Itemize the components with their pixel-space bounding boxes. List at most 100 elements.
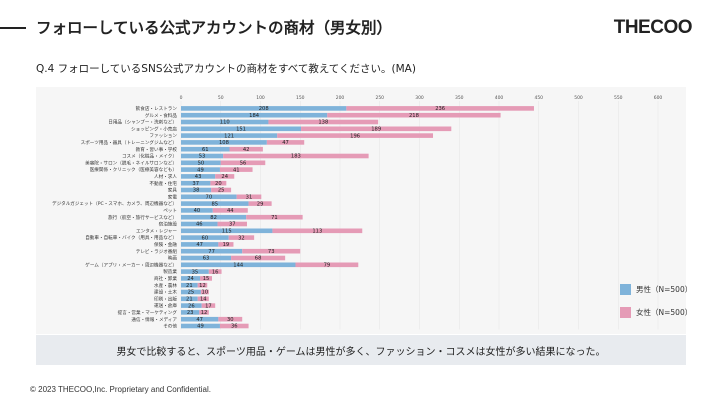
category-label: 美容院・サロン（脱毛・ネイルサロンなど） <box>85 159 177 166</box>
bar-female <box>199 310 209 315</box>
x-tick-label: 0 <box>180 95 183 101</box>
bar-female <box>266 140 305 145</box>
data-label-female: 31 <box>246 195 253 201</box>
data-label-male: 47 <box>196 242 203 248</box>
x-tick-label: 600 <box>654 95 663 101</box>
bar-male <box>181 174 216 179</box>
category-label: 印刷・出版 <box>154 295 177 302</box>
bar-female <box>268 119 379 125</box>
data-label-female: 44 <box>227 208 234 214</box>
bar-female <box>236 194 262 200</box>
title-rule <box>0 27 26 29</box>
bar-female <box>242 248 301 254</box>
data-label-female: 29 <box>257 201 264 207</box>
x-tick-label: 200 <box>336 95 345 101</box>
bar-female <box>197 282 208 288</box>
bar-female <box>218 316 243 322</box>
bar-male <box>181 140 267 145</box>
data-label-female: 183 <box>291 154 301 160</box>
bar-female <box>200 289 209 295</box>
data-label-female: 196 <box>350 133 360 139</box>
category-label: テレビ・ラジオ番組 <box>136 248 178 255</box>
x-tick-label: 100 <box>256 95 265 101</box>
data-label-female: 16 <box>212 269 219 275</box>
data-label-male: 53 <box>199 154 206 160</box>
data-label-female: 12 <box>201 310 208 316</box>
category-label: エンタメ・レジャー <box>136 227 177 234</box>
data-label-female: 56 <box>240 161 247 167</box>
bar-male <box>181 106 347 111</box>
data-label-male: 25 <box>188 290 195 296</box>
data-label-male: 21 <box>186 283 193 289</box>
bar-male <box>181 323 220 329</box>
data-label-female: 218 <box>409 113 419 119</box>
category-label: ファッション <box>149 133 177 139</box>
bar-female <box>220 160 266 166</box>
bar-male <box>181 289 201 295</box>
data-label-female: 189 <box>371 127 381 133</box>
data-label-female: 236 <box>435 106 445 112</box>
category-label: 人材・求人 <box>154 173 177 180</box>
data-label-male: 49 <box>197 324 204 330</box>
data-label-male: 63 <box>203 256 210 262</box>
data-label-male: 60 <box>202 235 209 241</box>
summary-text: 男女で比較すると、スポーツ用品・ゲームは男性が多く、ファッション・コスメは女性が… <box>116 346 606 358</box>
bar-female <box>346 106 534 111</box>
data-label-female: 24 <box>221 174 228 180</box>
bar-female <box>201 303 216 308</box>
data-label-male: 43 <box>195 174 202 180</box>
bar-male <box>181 316 219 322</box>
bar-female <box>208 269 222 274</box>
data-label-male: 70 <box>206 195 213 201</box>
bar-male <box>181 276 201 281</box>
x-tick-label: 300 <box>415 95 424 101</box>
data-label-female: 30 <box>227 317 234 323</box>
x-tick-label: 400 <box>495 95 504 101</box>
bar-male <box>181 221 218 227</box>
bar-female <box>200 276 213 281</box>
data-label-female: 20 <box>215 181 222 187</box>
category-label: ショッピング・小売店 <box>131 125 177 132</box>
x-tick-label: 550 <box>614 95 623 101</box>
bar-female <box>218 242 234 247</box>
data-label-female: 73 <box>268 249 275 255</box>
data-label-male: 40 <box>194 208 201 214</box>
category-label: 運送・倉庫 <box>154 302 177 309</box>
bar-female <box>219 323 249 329</box>
bar-male <box>181 133 278 138</box>
category-label: 不動産・住宅 <box>149 180 177 187</box>
bar-female <box>248 201 272 206</box>
bar-male <box>181 194 237 200</box>
bar-male <box>181 153 224 159</box>
legend-male-label: 男性（N=500） <box>636 284 693 294</box>
data-label-female: 41 <box>233 167 240 173</box>
data-label-female: 25 <box>218 188 225 194</box>
bar-male <box>181 242 219 247</box>
bar-female <box>223 153 369 159</box>
bar-male <box>181 255 232 261</box>
data-label-female: 36 <box>231 324 238 330</box>
data-label-male: 37 <box>192 181 199 187</box>
category-label: 医療関係・クリニック（医療美容なども） <box>90 166 177 173</box>
copyright-footer: © 2023 THECOO,Inc. Proprietary and Confi… <box>30 385 211 394</box>
bar-male <box>181 282 198 288</box>
data-label-female: 79 <box>324 263 331 269</box>
bar-female <box>301 126 452 132</box>
bar-female <box>327 112 501 118</box>
bar-female <box>295 262 359 268</box>
data-label-male: 77 <box>208 249 215 255</box>
data-label-female: 32 <box>238 235 245 241</box>
data-label-male: 46 <box>196 222 203 228</box>
category-label: 建設・土木 <box>154 289 177 296</box>
bar-female <box>219 167 253 172</box>
category-label: 製造業 <box>163 268 177 275</box>
category-label: 家具 <box>168 187 178 194</box>
brand-logo: THECOO <box>613 17 693 38</box>
data-label-female: 138 <box>318 120 328 126</box>
data-label-male: 47 <box>196 317 203 323</box>
data-label-female: 12 <box>199 283 206 289</box>
data-label-male: 110 <box>220 120 230 126</box>
bar-female <box>210 180 227 186</box>
category-label: 家電 <box>168 193 178 200</box>
data-label-female: 68 <box>255 256 262 262</box>
